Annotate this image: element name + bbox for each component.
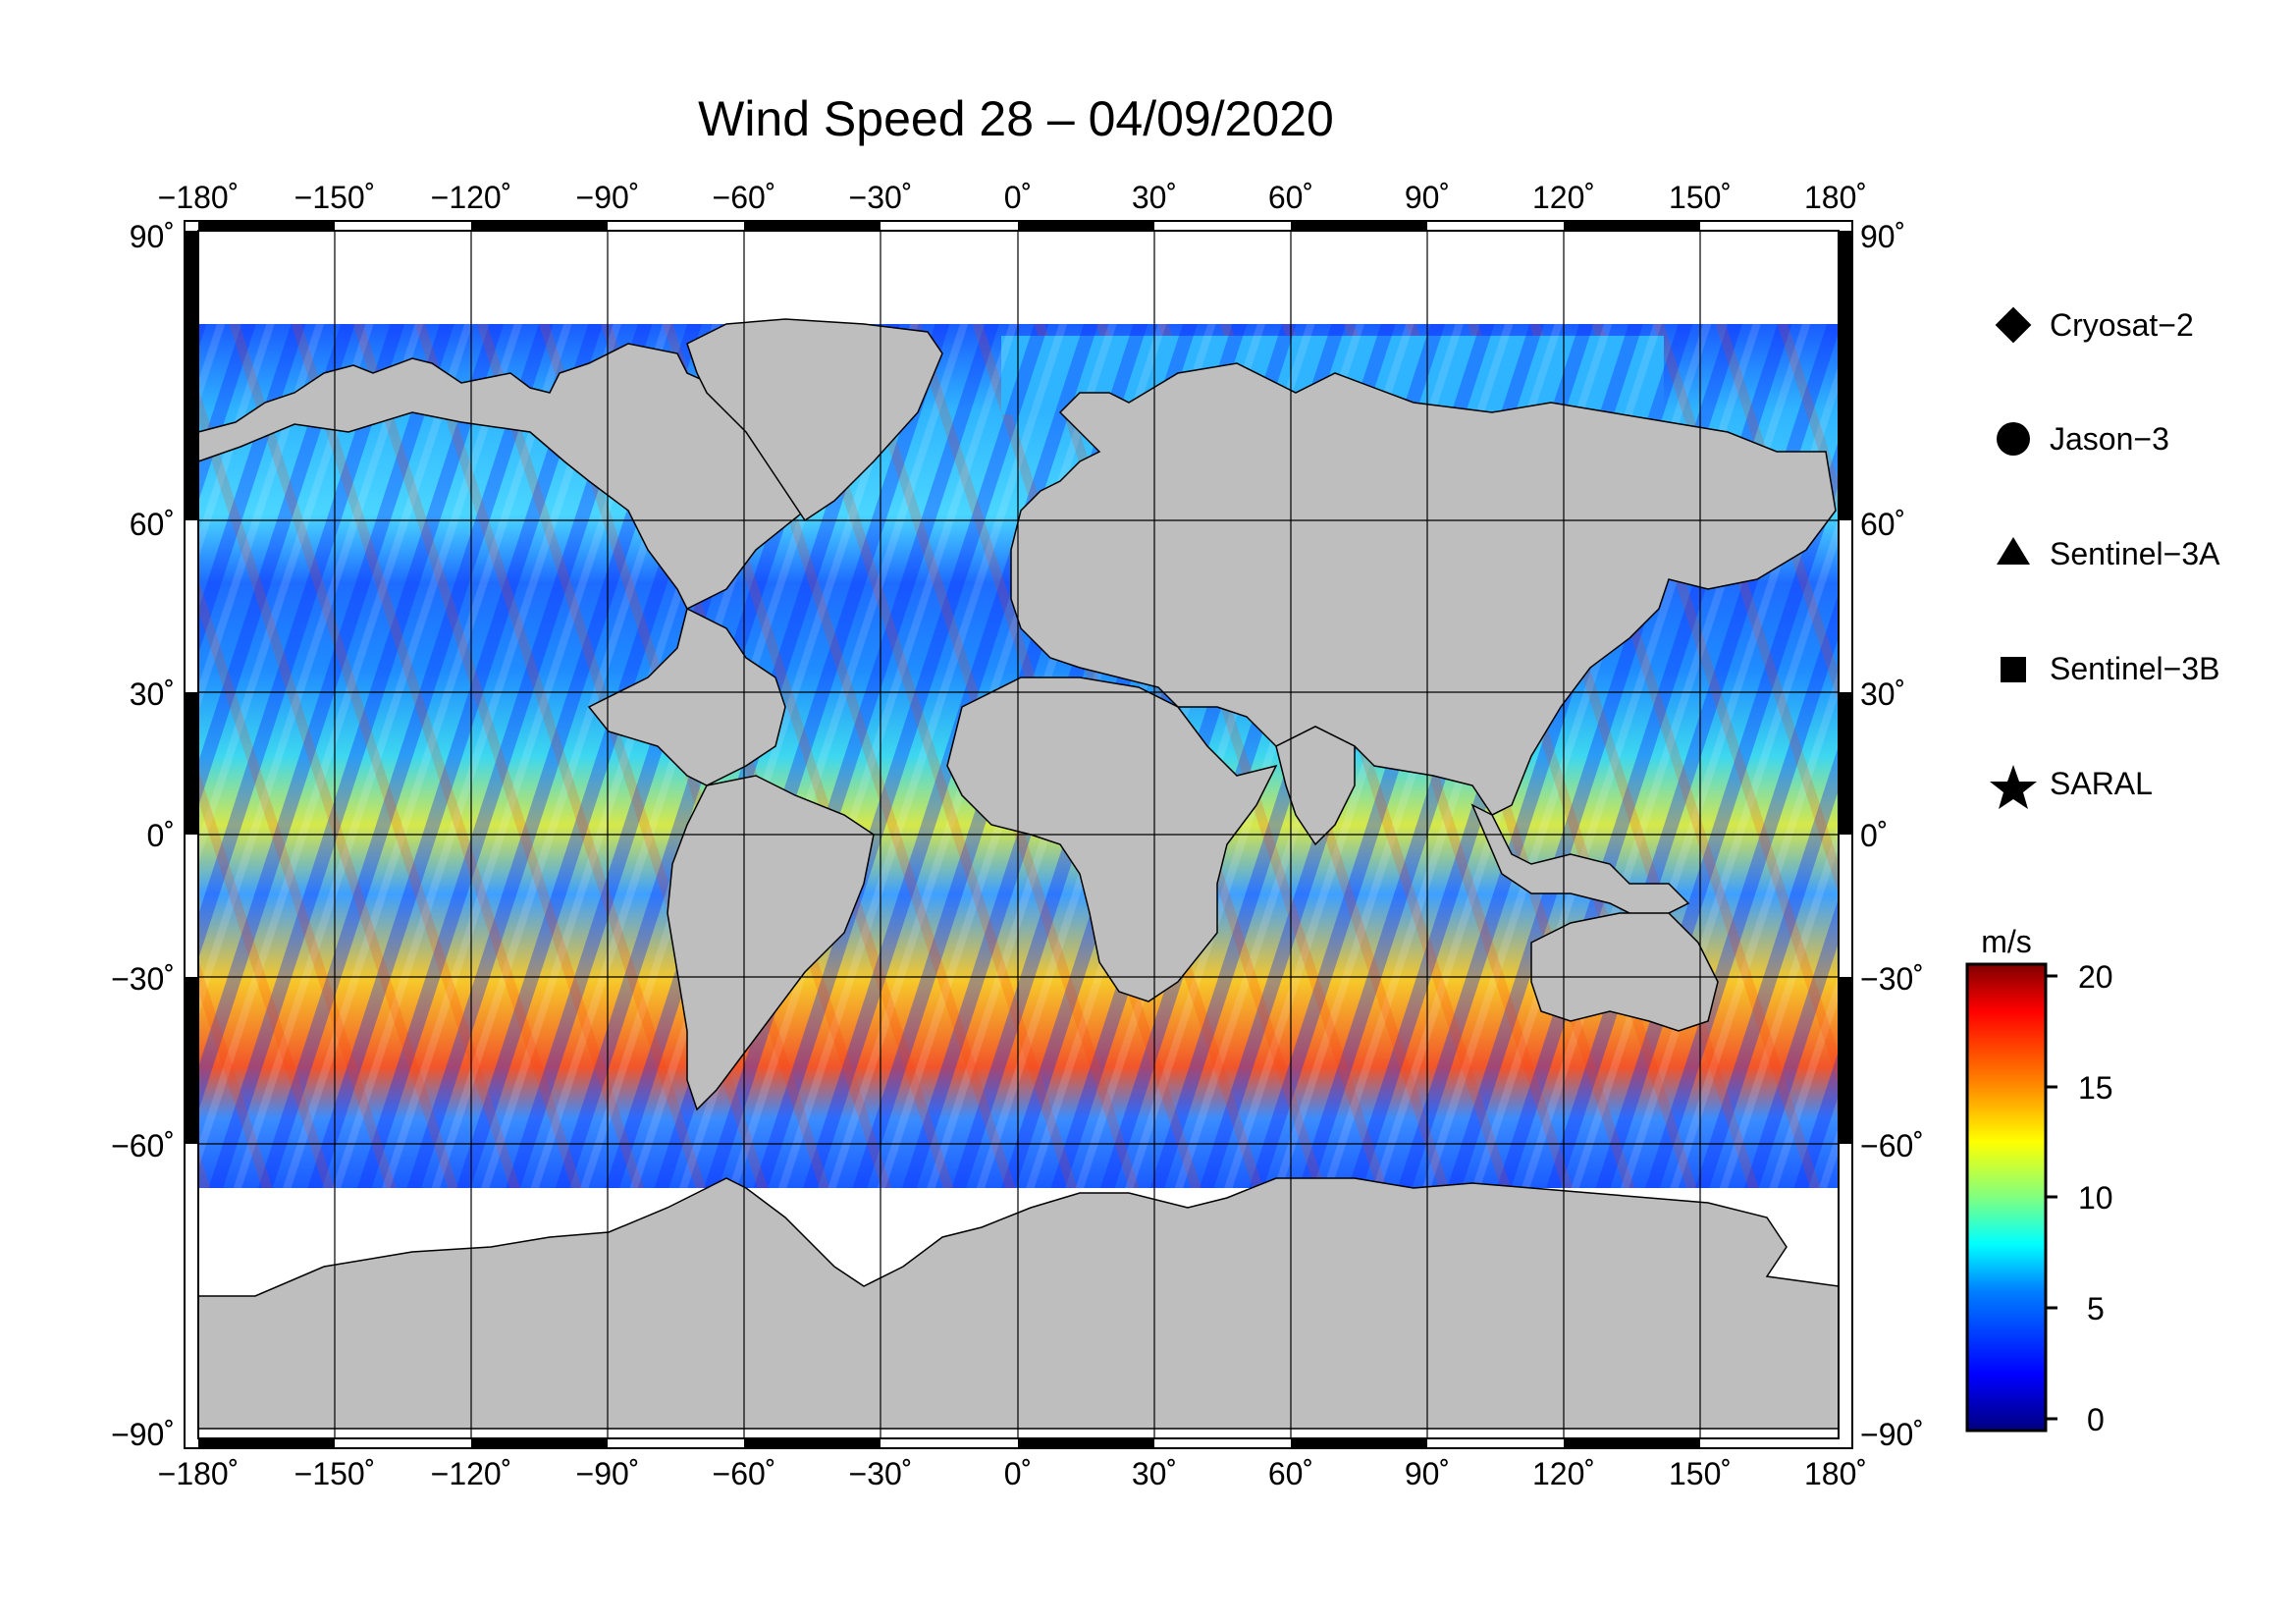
legend-item-sentinel-3a: Sentinel−3A [1997, 536, 2220, 571]
legend-item-cryosat-2: Cryosat−2 [1995, 306, 2194, 344]
colorbar-tick-label: 0 [2087, 1402, 2105, 1437]
map-title: Wind Speed 28 – 04/09/2020 [698, 91, 1334, 146]
graticule [198, 231, 1839, 1438]
lon-tick: 150˚ [1669, 1456, 1732, 1491]
lon-tick: −120˚ [431, 180, 512, 215]
lon-tick: 0˚ [1004, 1456, 1032, 1491]
star-icon [1990, 765, 2037, 809]
lat-tick: 30˚ [130, 676, 175, 712]
colorbar-tick-label: 20 [2078, 959, 2113, 995]
diamond-icon [1995, 306, 2032, 344]
lat-tick: 90˚ [1860, 219, 1905, 254]
lat-tick: 60˚ [1860, 507, 1905, 542]
lat-tick: 0˚ [1860, 818, 1888, 853]
lon-tick: 60˚ [1268, 180, 1313, 215]
legend-label: Cryosat−2 [2050, 307, 2194, 343]
lon-tick: −150˚ [294, 1456, 376, 1491]
colorbar-gradient-bar [1965, 962, 2048, 1433]
lon-tick: −120˚ [431, 1456, 512, 1491]
lon-tick: 90˚ [1405, 180, 1450, 215]
lat-tick: −90˚ [1860, 1417, 1924, 1452]
lon-tick: 180˚ [1804, 1456, 1867, 1491]
eurasia [1010, 362, 1837, 816]
lat-tick: −60˚ [1860, 1128, 1924, 1163]
legend-label: Sentinel−3B [2050, 651, 2219, 686]
lon-tick: 0˚ [1004, 180, 1032, 215]
colorbar-unit: m/s [1981, 924, 2032, 959]
legend-label: SARAL [2050, 766, 2153, 801]
lat-tick: −60˚ [111, 1128, 175, 1163]
lon-tick: −60˚ [713, 180, 776, 215]
lat-tick: −30˚ [1860, 961, 1924, 997]
legend-label: Sentinel−3A [2050, 536, 2220, 571]
india [1275, 726, 1356, 846]
legend-item-jason-3: Jason−3 [1997, 421, 2169, 457]
lat-tick: 0˚ [147, 818, 175, 853]
lon-tick: −30˚ [849, 1456, 913, 1491]
africa [946, 676, 1278, 1002]
square-icon [2001, 657, 2026, 682]
greenland [686, 318, 943, 522]
triangle-icon [1997, 537, 2030, 565]
lon-tick: −150˚ [294, 180, 376, 215]
lon-tick: −60˚ [713, 1456, 776, 1491]
legend-item-saral: SARAL [1990, 765, 2153, 809]
latitude-ticks-right: 90˚ 60˚ 30˚ 0˚ −30˚ −60˚ −90˚ [1860, 219, 1924, 1452]
lon-tick: 150˚ [1669, 180, 1732, 215]
lat-tick: 30˚ [1860, 676, 1905, 712]
lat-tick: −30˚ [111, 961, 175, 997]
lon-tick: 60˚ [1268, 1456, 1313, 1491]
south-america [667, 775, 875, 1111]
lon-tick: 120˚ [1532, 180, 1595, 215]
longitude-ticks-top: −180˚ −150˚ −120˚ −90˚ −60˚ −30˚ 0˚ 30˚ … [158, 180, 1867, 215]
lat-tick: −90˚ [111, 1417, 175, 1452]
lon-tick: −30˚ [849, 180, 913, 215]
longitude-ticks-bottom: −180˚ −150˚ −120˚ −90˚ −60˚ −30˚ 0˚ 30˚ … [158, 1456, 1867, 1491]
lon-tick: 180˚ [1804, 180, 1867, 215]
legend-label: Jason−3 [2050, 421, 2169, 457]
lon-tick: −90˚ [576, 1456, 640, 1491]
colorbar-tick-label: 15 [2078, 1070, 2113, 1106]
circle-icon [1997, 422, 2030, 456]
lon-tick: −90˚ [576, 180, 640, 215]
colorbar-tick-label: 5 [2087, 1291, 2105, 1326]
colorbar-tick-label: 10 [2078, 1180, 2113, 1216]
lon-tick: 30˚ [1132, 180, 1177, 215]
lon-tick: 30˚ [1132, 1456, 1177, 1491]
lon-tick: −180˚ [158, 180, 240, 215]
lon-tick: 90˚ [1405, 1456, 1450, 1491]
map-frame [184, 220, 1853, 1449]
colorbar: m/s 20 15 10 5 0 [1965, 924, 2113, 1437]
lat-tick: 90˚ [130, 219, 175, 254]
legend-item-sentinel-3b: Sentinel−3B [2001, 651, 2219, 686]
latitude-ticks-left: 90˚ 60˚ 30˚ 0˚ −30˚ −60˚ −90˚ [111, 219, 175, 1452]
satellite-legend: Cryosat−2 Jason−3 Sentinel−3A Sentinel−3… [1990, 306, 2220, 809]
lon-tick: −180˚ [158, 1456, 240, 1491]
land-masses [197, 318, 1840, 1430]
australia [1530, 912, 1719, 1032]
lon-tick: 120˚ [1532, 1456, 1595, 1491]
southeast-asia [1470, 803, 1690, 924]
lat-tick: 60˚ [130, 507, 175, 542]
